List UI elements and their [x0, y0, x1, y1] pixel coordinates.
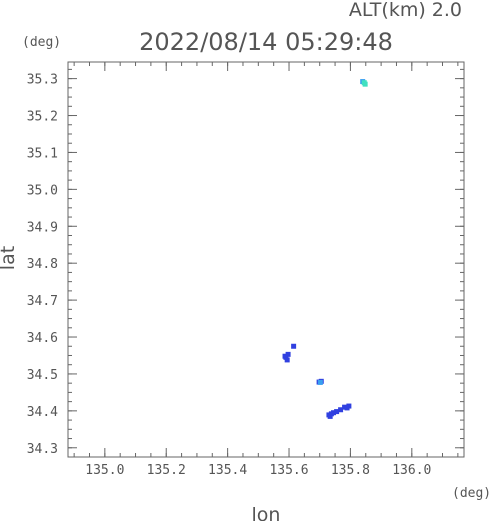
data-point	[284, 357, 290, 363]
chart-subtitle: ALT(km) 2.0	[349, 0, 462, 21]
data-point	[291, 343, 297, 349]
data-point	[344, 405, 350, 411]
x-tick-label: 135.0	[85, 463, 124, 478]
x-unit-label: (deg)	[452, 486, 491, 501]
plot-area-frame	[67, 61, 465, 458]
x-tick-label: 136.0	[392, 463, 431, 478]
x-ticks: 135.0 135.2 135.4 135.6 135.8 136.0	[85, 62, 431, 478]
x-axis-label: lon	[252, 504, 281, 521]
y-tick-label: 35.0	[27, 183, 58, 198]
data-point	[338, 407, 344, 413]
data-point	[285, 351, 291, 357]
x-tick-label: 135.4	[208, 463, 247, 478]
x-tick-label: 135.8	[331, 463, 370, 478]
y-tick-label: 34.3	[27, 442, 58, 457]
data-point	[331, 410, 337, 416]
y-tick-label: 34.4	[27, 405, 58, 420]
y-tick-label: 34.5	[27, 368, 58, 383]
x-tick-label: 135.6	[269, 463, 308, 478]
y-tick-label: 35.1	[27, 146, 58, 161]
y-tick-label: 35.3	[27, 73, 58, 88]
data-points	[282, 79, 368, 419]
y-tick-label: 34.7	[27, 294, 58, 309]
data-point	[327, 413, 333, 419]
data-point	[361, 80, 367, 86]
chart-title: 2022/08/14 05:29:48	[139, 28, 393, 56]
y-axis-label: lat	[0, 246, 19, 270]
minor-ticks	[68, 62, 464, 457]
y-tick-label: 34.8	[27, 257, 58, 272]
data-point	[334, 409, 340, 415]
data-point	[317, 379, 323, 385]
y-tick-label: 34.6	[27, 331, 58, 346]
y-unit-label: (deg)	[22, 35, 61, 50]
x-tick-label: 135.2	[147, 463, 186, 478]
y-tick-label: 34.9	[27, 220, 58, 235]
y-tick-label: 35.2	[27, 110, 58, 125]
y-ticks: 34.3 34.4 34.5 34.6 34.7 34.8 34.9 35.0 35.1 35.2…	[27, 73, 464, 457]
data-point	[282, 353, 288, 359]
